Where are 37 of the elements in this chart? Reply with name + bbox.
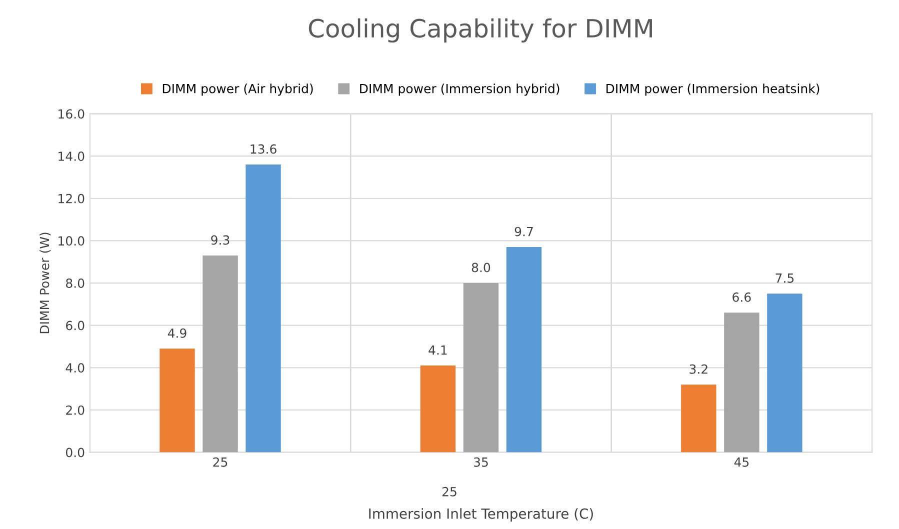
y-tick-label: 16.0 (58, 109, 84, 119)
x-tick-label: 25 (213, 457, 228, 467)
y-tick-label: 10.0 (58, 236, 84, 246)
data-label: 4.9 (168, 328, 186, 338)
x-tick-label: 45 (734, 458, 749, 467)
bar (246, 164, 281, 452)
text: 25 (442, 486, 456, 496)
bar (202, 256, 238, 452)
data-label: 9.3 (211, 235, 230, 245)
data-label: 4.1 (428, 345, 447, 355)
bar (420, 366, 456, 452)
x-tick-label: 35 (474, 457, 488, 467)
bar (681, 384, 716, 452)
y-tick-label: 4.0 (66, 363, 84, 373)
chart-title: Cooling Capability for DIMM (308, 18, 652, 43)
data-label: 7.5 (776, 274, 794, 283)
y-tick-label: 6.0 (66, 320, 84, 330)
y-tick-label: 8.0 (66, 278, 84, 288)
bar (160, 348, 195, 452)
data-label: 8.0 (472, 262, 490, 272)
legend-label: DIMM power (Air hybrid) (162, 84, 313, 96)
y-tick-label: 12.0 (58, 194, 84, 204)
data-label: 6.6 (732, 292, 751, 302)
bar (463, 283, 499, 452)
y-tick-label: 2.0 (66, 405, 84, 415)
bar (506, 247, 542, 452)
legend-label: DIMM power (Immersion hybrid) (360, 84, 560, 96)
bar (724, 312, 760, 452)
legend-label: DIMM power (Immersion heatsink) (606, 84, 820, 96)
bar (767, 294, 802, 452)
y-axis-title: DIMM Power (W) (40, 232, 51, 334)
data-label: 3.2 (690, 364, 708, 374)
y-tick-label: 0.0 (66, 448, 84, 458)
x-axis-title: Immersion Inlet Temperature (C) (369, 508, 593, 522)
y-tick-label: 14.0 (58, 152, 84, 161)
data-label: 9.7 (514, 226, 533, 236)
data-label: 13.6 (250, 144, 276, 154)
